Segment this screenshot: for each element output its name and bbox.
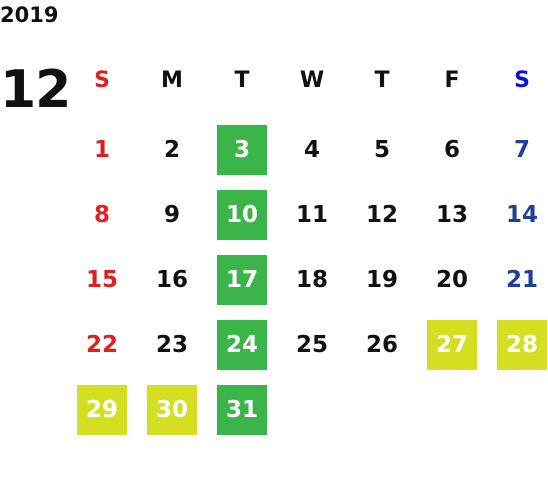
day: 8 <box>93 202 110 228</box>
day: 7 <box>513 137 530 163</box>
day: 21 <box>505 267 538 293</box>
day: 22 <box>85 332 118 358</box>
weekday-header: W <box>299 67 325 93</box>
weekday-header: T <box>234 67 250 93</box>
year: 2019 <box>0 3 59 27</box>
day-highlighted: 27 <box>427 320 477 370</box>
day: 19 <box>365 267 398 293</box>
day-highlighted: 17 <box>217 255 267 305</box>
day: 13 <box>435 202 468 228</box>
weekday-header: M <box>161 67 183 93</box>
day: 12 <box>365 202 398 228</box>
day-highlighted: 30 <box>147 385 197 435</box>
day: 20 <box>435 267 468 293</box>
weekday-header: F <box>444 67 460 93</box>
day-highlighted: 24 <box>217 320 267 370</box>
day-highlighted: 3 <box>217 125 267 175</box>
day-highlighted: 28 <box>497 320 547 370</box>
day: 11 <box>295 202 328 228</box>
day: 25 <box>295 332 328 358</box>
day: 2 <box>163 137 180 163</box>
weekday-header: S <box>514 67 530 93</box>
day: 4 <box>303 137 320 163</box>
day-highlighted: 10 <box>217 190 267 240</box>
day: 23 <box>155 332 188 358</box>
day: 26 <box>365 332 398 358</box>
weekday-header: T <box>374 67 390 93</box>
day: 16 <box>155 267 188 293</box>
month: 12 <box>0 60 71 120</box>
day: 6 <box>443 137 460 163</box>
day-highlighted: 29 <box>77 385 127 435</box>
weekday-header: S <box>94 67 110 93</box>
day: 9 <box>163 202 180 228</box>
day: 14 <box>505 202 538 228</box>
day: 15 <box>85 267 118 293</box>
day-highlighted: 31 <box>217 385 267 435</box>
day: 18 <box>295 267 328 293</box>
day: 5 <box>373 137 390 163</box>
day: 1 <box>93 137 110 163</box>
